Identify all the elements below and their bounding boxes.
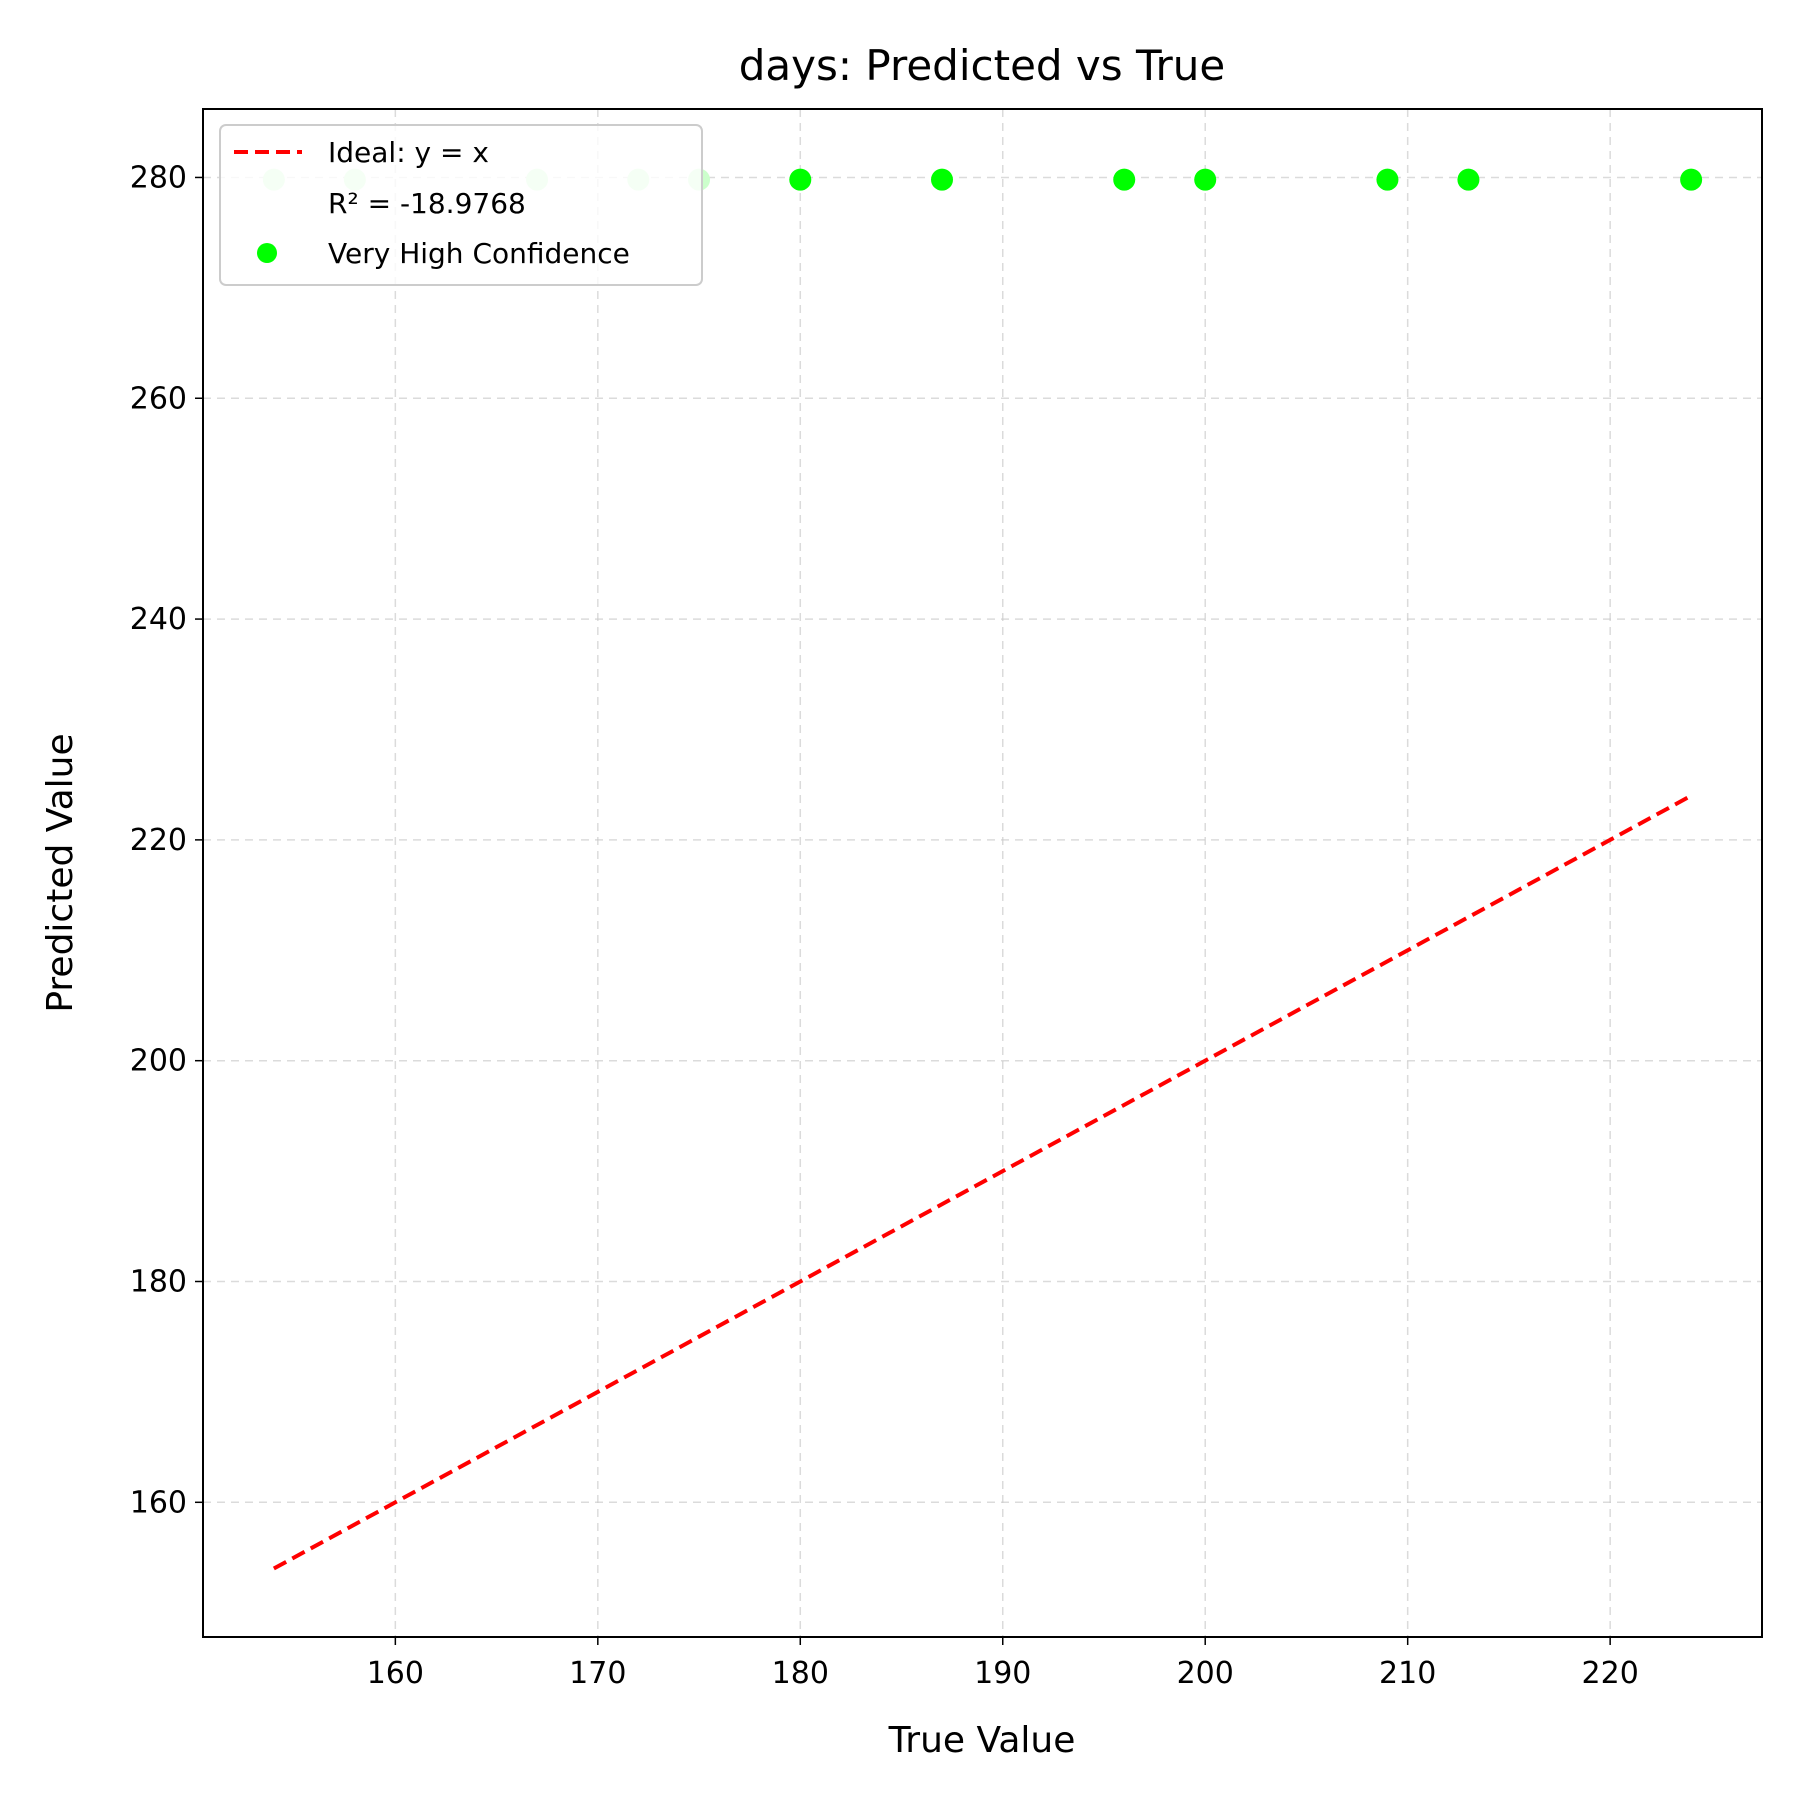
x-tick-label: 220 [1582, 1656, 1639, 1691]
x-tick-label: 190 [974, 1656, 1031, 1691]
legend-very-high-swatch [257, 243, 277, 263]
legend-ideal-label: Ideal: y = x [328, 136, 489, 169]
y-tick-label: 220 [130, 823, 187, 858]
data-point [789, 168, 812, 191]
legend: Ideal: y = x R² = -18.9768 Very High Con… [219, 124, 703, 286]
y-tick-label: 260 [130, 381, 187, 416]
x-tick-label: 200 [1177, 1656, 1234, 1691]
legend-r2-label: R² = -18.9768 [328, 187, 526, 220]
x-tick-label: 160 [367, 1656, 424, 1691]
plot-frame [202, 108, 1763, 1638]
y-axis-ticks: 160 180 200 220 240 260 280 [130, 160, 203, 1520]
x-axis-ticks: 160 170 180 190 200 210 220 [367, 1637, 1639, 1691]
x-tick-label: 210 [1379, 1656, 1436, 1691]
chart-title: days: Predicted vs True [739, 41, 1225, 90]
y-tick-label: 200 [130, 1044, 187, 1079]
data-point [931, 168, 954, 191]
legend-box [219, 124, 703, 286]
data-point [1680, 168, 1703, 191]
x-tick-label: 180 [772, 1656, 829, 1691]
ideal-line-layer [272, 793, 1693, 1571]
y-tick-label: 280 [130, 160, 187, 195]
y-tick-label: 240 [130, 602, 187, 637]
x-tick-label: 170 [569, 1656, 626, 1691]
legend-very-high-label: Very High Confidence [328, 237, 630, 270]
data-point [1113, 168, 1136, 191]
data-point [1457, 168, 1480, 191]
y-tick-label: 180 [130, 1264, 187, 1299]
ideal-line [272, 793, 1693, 1571]
data-point [1376, 168, 1399, 191]
x-axis-label: True Value [888, 1720, 1076, 1761]
data-point [1194, 168, 1217, 191]
y-axis-label: Predicted Value [40, 733, 81, 1012]
y-tick-label: 160 [130, 1485, 187, 1520]
